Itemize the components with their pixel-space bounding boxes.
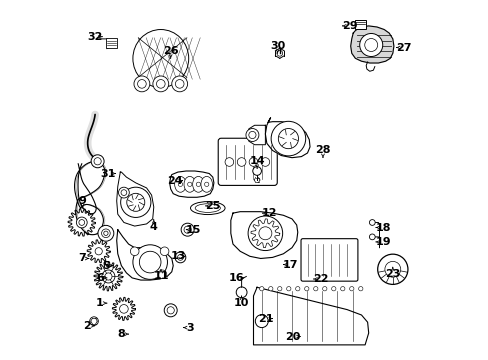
Ellipse shape — [133, 30, 188, 87]
Text: 10: 10 — [233, 298, 249, 308]
Circle shape — [286, 287, 290, 291]
Circle shape — [331, 287, 335, 291]
Text: 14: 14 — [249, 156, 264, 166]
Circle shape — [120, 305, 128, 313]
Polygon shape — [230, 212, 297, 258]
Circle shape — [258, 227, 271, 240]
Circle shape — [164, 304, 177, 317]
Circle shape — [98, 225, 114, 241]
Circle shape — [368, 220, 374, 225]
Circle shape — [133, 245, 167, 279]
Polygon shape — [265, 118, 309, 158]
Circle shape — [358, 287, 362, 291]
Polygon shape — [253, 287, 368, 345]
Text: 24: 24 — [167, 176, 183, 186]
FancyBboxPatch shape — [301, 239, 357, 281]
Circle shape — [237, 158, 245, 166]
Circle shape — [102, 229, 110, 238]
Ellipse shape — [201, 176, 212, 192]
Text: 5: 5 — [102, 261, 109, 271]
Circle shape — [270, 121, 305, 156]
Circle shape — [153, 76, 168, 92]
FancyBboxPatch shape — [218, 138, 277, 185]
Circle shape — [171, 76, 187, 92]
Circle shape — [277, 287, 282, 291]
Text: 18: 18 — [375, 222, 390, 233]
Polygon shape — [169, 171, 213, 197]
Bar — [355, 20, 366, 29]
Text: 20: 20 — [285, 332, 300, 342]
Text: 1: 1 — [96, 298, 103, 308]
Text: 15: 15 — [185, 225, 201, 235]
Text: 28: 28 — [315, 145, 330, 156]
Circle shape — [368, 234, 374, 240]
Circle shape — [377, 254, 407, 284]
Text: 9: 9 — [79, 196, 86, 206]
Ellipse shape — [183, 176, 195, 192]
Circle shape — [236, 287, 246, 298]
Text: 2: 2 — [83, 321, 90, 331]
Text: 7: 7 — [78, 253, 85, 264]
Circle shape — [261, 158, 269, 166]
Circle shape — [259, 287, 264, 291]
Polygon shape — [247, 125, 265, 145]
Circle shape — [313, 287, 317, 291]
Text: 23: 23 — [385, 269, 400, 279]
Text: 31: 31 — [101, 168, 116, 179]
Text: 19: 19 — [374, 237, 390, 247]
Circle shape — [158, 270, 166, 279]
Circle shape — [255, 315, 268, 328]
Circle shape — [102, 270, 115, 283]
Circle shape — [160, 247, 168, 256]
Circle shape — [268, 287, 272, 291]
Circle shape — [175, 252, 185, 263]
Text: 29: 29 — [341, 21, 357, 31]
Polygon shape — [117, 230, 173, 280]
Text: 22: 22 — [312, 274, 328, 284]
Polygon shape — [350, 26, 393, 63]
Circle shape — [121, 187, 151, 217]
Circle shape — [130, 247, 139, 256]
Text: 17: 17 — [282, 260, 298, 270]
Circle shape — [245, 129, 258, 141]
Text: 13: 13 — [170, 251, 185, 261]
Circle shape — [340, 287, 344, 291]
FancyBboxPatch shape — [106, 38, 117, 48]
Circle shape — [134, 76, 149, 92]
Text: 12: 12 — [262, 208, 277, 218]
Circle shape — [95, 248, 102, 255]
Circle shape — [118, 187, 129, 198]
Circle shape — [295, 287, 299, 291]
Circle shape — [322, 287, 326, 291]
Ellipse shape — [192, 176, 204, 192]
Text: 8: 8 — [117, 329, 125, 339]
Circle shape — [349, 287, 353, 291]
Polygon shape — [117, 172, 153, 226]
Text: 26: 26 — [163, 46, 178, 56]
Circle shape — [89, 317, 98, 325]
Circle shape — [224, 158, 233, 166]
Circle shape — [359, 33, 382, 57]
Text: 4: 4 — [149, 222, 158, 232]
Text: 32: 32 — [87, 32, 102, 42]
Text: 11: 11 — [153, 271, 168, 282]
Text: 21: 21 — [257, 314, 273, 324]
Text: 27: 27 — [395, 42, 410, 53]
Circle shape — [247, 216, 282, 251]
Circle shape — [249, 158, 257, 166]
Circle shape — [76, 217, 87, 228]
Circle shape — [91, 155, 104, 168]
Ellipse shape — [190, 202, 224, 215]
Text: 30: 30 — [269, 41, 285, 51]
Text: 25: 25 — [204, 201, 220, 211]
Circle shape — [384, 261, 400, 277]
Ellipse shape — [174, 176, 186, 192]
Polygon shape — [253, 288, 360, 360]
Circle shape — [304, 287, 308, 291]
Circle shape — [252, 167, 261, 175]
Text: 16: 16 — [228, 273, 244, 283]
Text: 6: 6 — [96, 273, 103, 283]
Circle shape — [181, 223, 194, 236]
Text: 3: 3 — [186, 323, 194, 333]
